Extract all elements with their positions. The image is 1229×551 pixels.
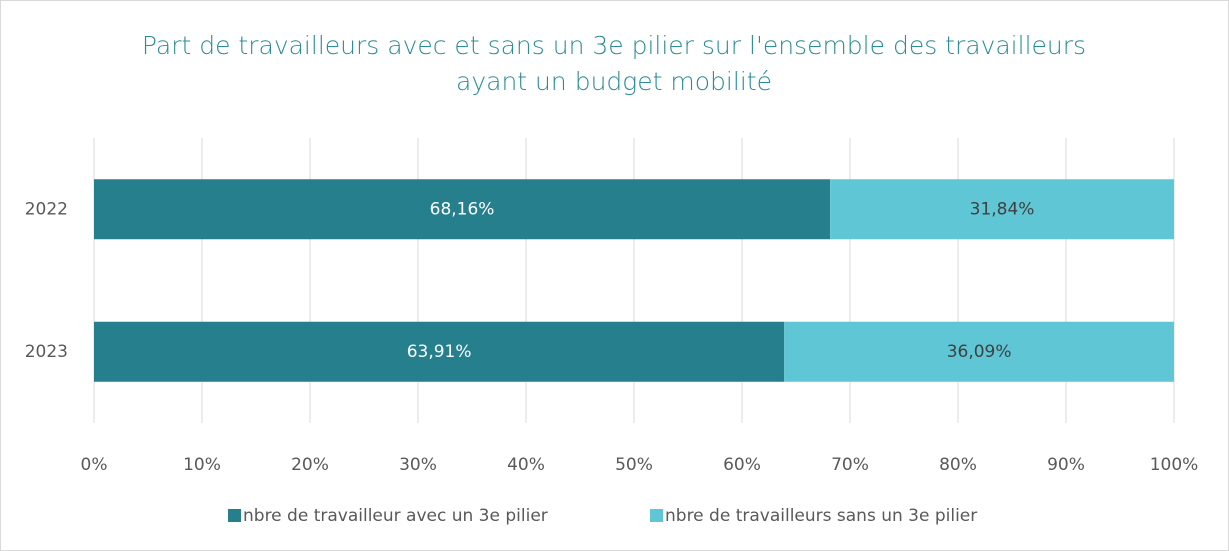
x-tick-label: 0% bbox=[81, 455, 108, 475]
value-label: 36,09% bbox=[947, 342, 1012, 362]
x-tick-label: 10% bbox=[183, 455, 221, 475]
value-label: 31,84% bbox=[970, 199, 1035, 219]
bar-segment bbox=[830, 179, 1174, 240]
y-tick-label: 2022 bbox=[25, 199, 68, 219]
legend-swatch bbox=[650, 509, 663, 522]
x-tick-label: 90% bbox=[1047, 455, 1085, 475]
x-tick-label: 40% bbox=[507, 455, 545, 475]
x-tick-label: 30% bbox=[399, 455, 437, 475]
x-tick-label: 100% bbox=[1150, 455, 1199, 475]
x-tick-label: 70% bbox=[831, 455, 869, 475]
bar-segment bbox=[784, 321, 1174, 382]
x-tick-label: 60% bbox=[723, 455, 761, 475]
x-tick-label: 80% bbox=[939, 455, 977, 475]
legend-label: nbre de travailleur avec un 3e pilier bbox=[243, 506, 548, 526]
legend-label: nbre de travailleurs sans un 3e pilier bbox=[665, 506, 977, 526]
value-label: 63,91% bbox=[407, 342, 472, 362]
value-label: 68,16% bbox=[430, 199, 495, 219]
x-tick-label: 50% bbox=[615, 455, 653, 475]
x-tick-label: 20% bbox=[291, 455, 329, 475]
legend-swatch bbox=[228, 509, 241, 522]
bar-segment bbox=[94, 321, 785, 382]
chart-title: Part de travailleurs avec et sans un 3e … bbox=[141, 31, 1087, 96]
bar-segment bbox=[94, 179, 831, 240]
y-tick-label: 2023 bbox=[25, 342, 68, 362]
